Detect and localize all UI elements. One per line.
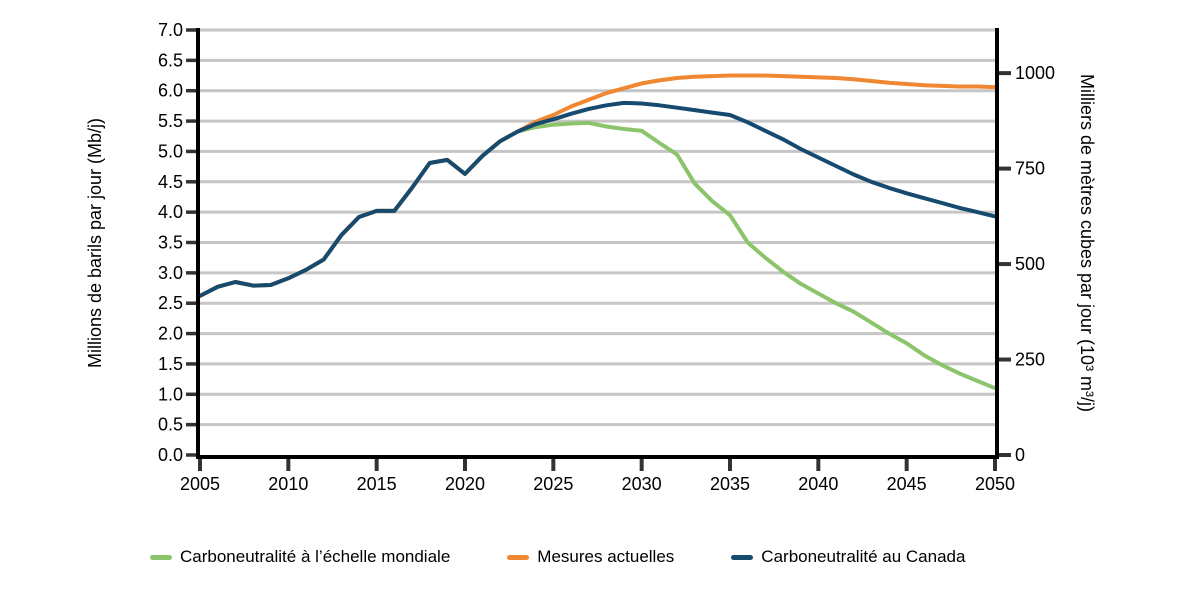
- legend-item-carboneutralite-mondiale[interactable]: Carboneutralité à l’échelle mondiale: [150, 547, 450, 567]
- x-axis-tick-label: 2050: [975, 474, 1015, 494]
- x-axis-tick-label: 2015: [357, 474, 397, 494]
- y-right-tick-label: 500: [1015, 254, 1045, 274]
- legend-label: Mesures actuelles: [537, 547, 675, 566]
- legend-label: Carboneutralité au Canada: [761, 547, 966, 566]
- y-left-tick-label: 7.0: [158, 20, 183, 40]
- x-axis-tick-label: 2010: [268, 474, 308, 494]
- legend-swatch-orange: [507, 554, 530, 560]
- y-left-tick-label: 1.0: [158, 384, 183, 404]
- y-left-tick-label: 3.5: [158, 233, 183, 253]
- y-left-tick-label: 5.0: [158, 141, 183, 161]
- x-axis-tick-label: 2040: [798, 474, 838, 494]
- y-left-tick-label: 4.0: [158, 202, 183, 222]
- x-axis-tick-label: 2035: [710, 474, 750, 494]
- y-left-tick-label: 0.0: [158, 445, 183, 465]
- x-axis-tick-label: 2025: [533, 474, 573, 494]
- y-right-tick-label: 750: [1015, 159, 1045, 179]
- y-left-tick-label: 5.5: [158, 111, 183, 131]
- y-left-tick-label: 6.5: [158, 50, 183, 70]
- legend-item-mesures-actuelles[interactable]: Mesures actuelles: [507, 547, 674, 567]
- legend: Carboneutralité à l’échelle mondiale Mes…: [150, 547, 965, 567]
- y-left-tick-label: 6.0: [158, 81, 183, 101]
- legend-swatch-green: [150, 554, 172, 560]
- legend-swatch-navy: [731, 554, 754, 560]
- x-axis-tick-label: 2020: [445, 474, 485, 494]
- series-line-0: [198, 120, 997, 391]
- y-left-tick-label: 2.5: [158, 293, 183, 313]
- legend-item-carboneutralite-canada[interactable]: Carboneutralité au Canada: [731, 547, 965, 567]
- y-right-tick-label: 0: [1015, 445, 1025, 465]
- y-left-tick-label: 3.0: [158, 263, 183, 283]
- y-right-tick-label: 250: [1015, 350, 1045, 370]
- y-left-tick-label: 1.5: [158, 354, 183, 374]
- y-left-tick-label: 4.5: [158, 172, 183, 192]
- y-right-tick-label: 1000: [1015, 63, 1055, 83]
- y-left-axis-title: Millions de barils par jour (Mb/j): [85, 117, 105, 369]
- x-axis-tick-label: 2045: [887, 474, 927, 494]
- y-left-tick-label: 0.5: [158, 415, 183, 435]
- x-axis-tick-label: 2005: [180, 474, 220, 494]
- x-axis-tick-label: 2030: [622, 474, 662, 494]
- y-right-axis-title: Milliers de mètres cubes par jour (10³ m…: [1077, 73, 1097, 413]
- series-line-2: [198, 100, 997, 298]
- legend-label: Carboneutralité à l’échelle mondiale: [180, 547, 451, 566]
- y-left-tick-label: 2.0: [158, 324, 183, 344]
